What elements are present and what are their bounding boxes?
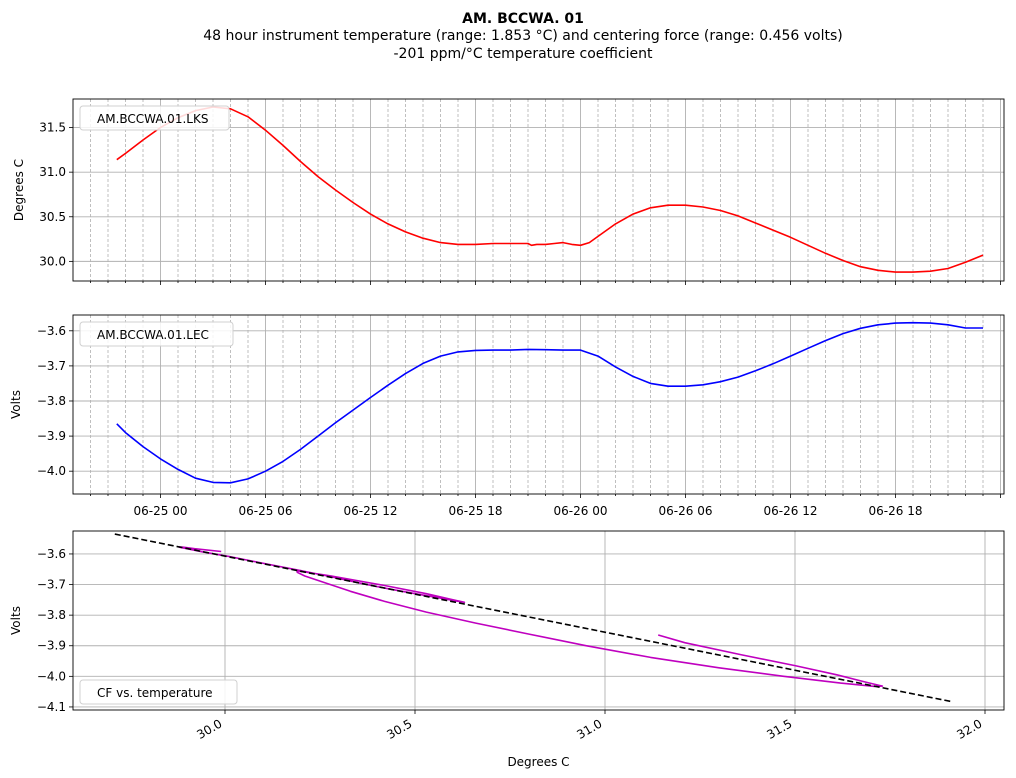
plot-area xyxy=(116,321,983,484)
legend-box xyxy=(79,105,230,131)
legend-label: AM.BCCWA.01.LKS xyxy=(97,112,208,126)
figure-subtitle-line1: 48 hour instrument temperature (range: 1… xyxy=(203,28,843,44)
y-tick-label: 31.5 xyxy=(39,121,66,135)
x-tick-label: 31.0 xyxy=(574,716,604,741)
y-tick-label: −3.9 xyxy=(37,429,66,443)
y-tick-label: −3.8 xyxy=(37,394,66,408)
x-tick-label: 32.0 xyxy=(954,716,984,741)
x-tick-label: 06-26 18 xyxy=(869,504,923,518)
x-tick-label: 06-26 00 xyxy=(554,504,608,518)
x-tick-label: 06-25 06 xyxy=(239,504,293,518)
legend-label: AM.BCCWA.01.LEC xyxy=(97,328,209,342)
plot-area xyxy=(116,106,984,273)
y-tick-label: −3.7 xyxy=(37,578,66,592)
temperature-panel: 30.0 30.5 31.0 31.5 Degrees C AM.BCCWA.01.LKS xyxy=(12,98,1005,285)
legend-box xyxy=(79,679,238,705)
legend-box xyxy=(79,321,234,347)
cf-vs-temperature-panel: 30.0 30.5 31.0 31.5 32.0 −4.1 −4.0 −3.9 −3.8 −3.7… xyxy=(9,530,1005,769)
y-tick-label: −4.1 xyxy=(37,700,66,714)
plot-area xyxy=(114,533,951,703)
figure-title: AM. BCCWA. 01 xyxy=(462,11,584,27)
y-tick-label: 30.5 xyxy=(39,210,66,224)
x-axis-label: Degrees C xyxy=(507,755,569,769)
figure-subtitle-line2: -201 ppm/°C temperature coefficient xyxy=(394,46,654,62)
y-tick-label: −4.0 xyxy=(37,464,66,478)
axes-frame xyxy=(72,98,1005,282)
y-axis-label: Volts xyxy=(9,390,23,419)
y-tick-label: −3.7 xyxy=(37,359,66,373)
x-tick-label: 30.5 xyxy=(384,716,414,741)
series-line xyxy=(116,106,984,273)
y-tick-label: −4.0 xyxy=(37,669,66,683)
y-axis-label: Volts xyxy=(9,606,23,635)
axes-frame xyxy=(72,530,1005,711)
series-line xyxy=(116,321,983,484)
y-tick-label: −3.9 xyxy=(37,639,66,653)
y-axis-label: Degrees C xyxy=(12,159,26,221)
x-tick-label: 31.5 xyxy=(764,716,794,741)
y-tick-label: 30.0 xyxy=(39,254,66,268)
fit-line xyxy=(114,533,951,703)
x-tick-label: 06-25 12 xyxy=(344,504,398,518)
x-tick-label: 06-25 00 xyxy=(134,504,188,518)
x-tick-label: 06-25 18 xyxy=(449,504,503,518)
x-tick-label: 06-26 12 xyxy=(764,504,818,518)
centering-force-panel: −4.0 −3.9 −3.8 −3.7 −3.6 06-25 00 06-25 06 06-2… xyxy=(9,314,1005,518)
y-tick-label: −3.8 xyxy=(37,608,66,622)
y-tick-label: −3.6 xyxy=(37,547,66,561)
legend-label: CF vs. temperature xyxy=(97,686,213,700)
y-tick-label: −3.6 xyxy=(37,324,66,338)
x-tick-label: 06-26 06 xyxy=(659,504,713,518)
y-tick-label: 31.0 xyxy=(39,165,66,179)
x-tick-label: 30.0 xyxy=(194,716,224,741)
axes-frame xyxy=(72,314,1005,495)
